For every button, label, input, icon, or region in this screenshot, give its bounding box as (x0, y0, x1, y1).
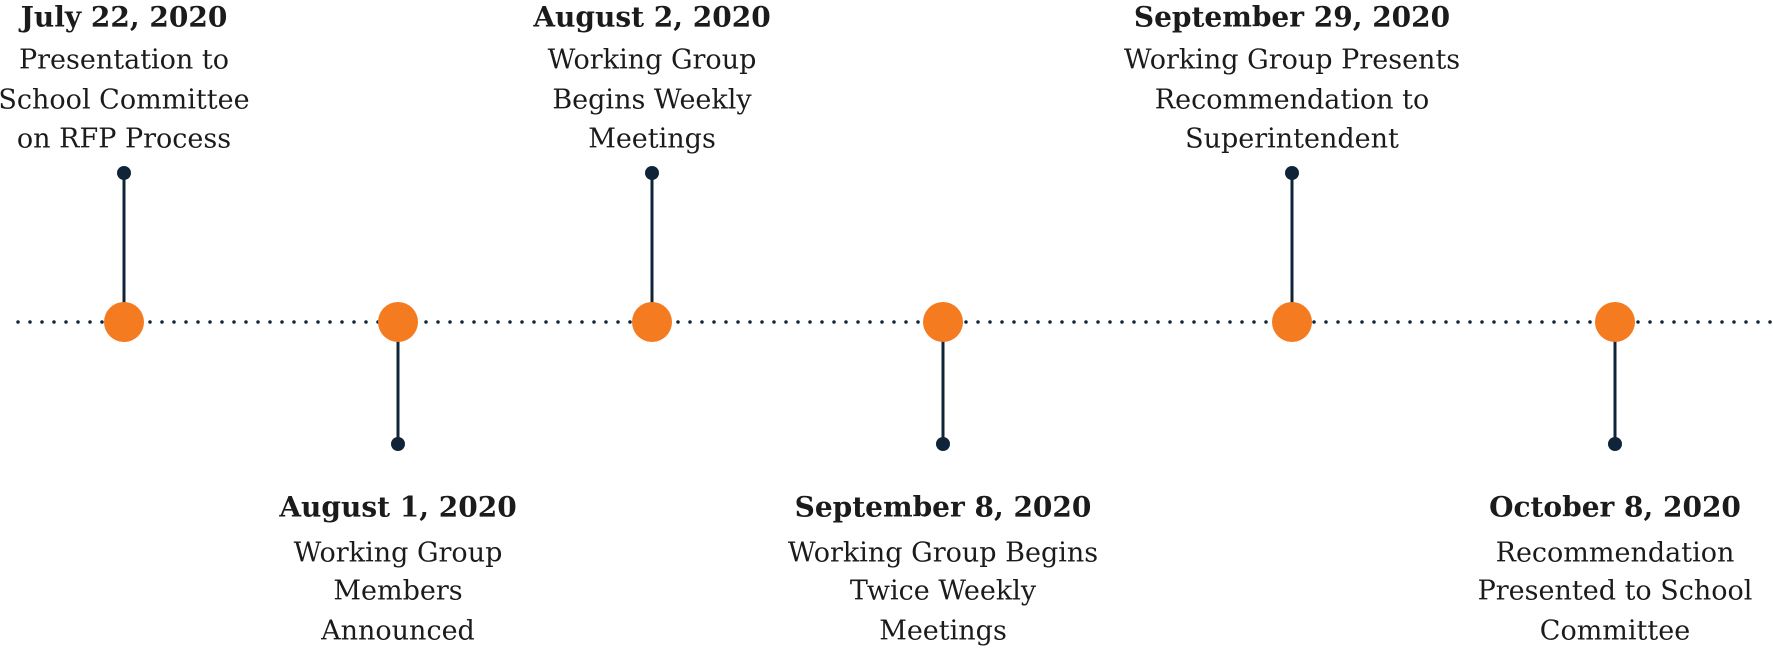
timeline-event: August 1, 2020 Working Group Members Announ… (278, 302, 517, 647)
event-description: Working Group Presents (1124, 45, 1460, 76)
event-description: Working Group (548, 45, 757, 76)
event-description: Meetings (588, 124, 716, 155)
event-description: Committee (1540, 616, 1690, 647)
event-description: Working Group Begins (788, 538, 1098, 569)
event-date: August 1, 2020 (278, 491, 516, 524)
event-end-dot (117, 166, 131, 180)
event-end-dot (645, 166, 659, 180)
timeline-event: July 22, 2020 Presentation to School Commi… (0, 1, 250, 342)
event-end-dot (391, 437, 405, 451)
event-end-dot (1285, 166, 1299, 180)
event-description: Working Group (294, 538, 503, 569)
event-description: Presented to School (1478, 576, 1753, 607)
timeline-event: September 29, 2020 Working Group Presents… (1124, 1, 1460, 342)
event-date: July 22, 2020 (18, 1, 228, 34)
event-description: Superintendent (1185, 124, 1399, 155)
event-date: August 2, 2020 (532, 1, 770, 34)
event-marker (104, 302, 144, 342)
event-description: on RFP Process (17, 124, 231, 155)
event-date: September 8, 2020 (795, 491, 1092, 524)
event-end-dot (1608, 437, 1622, 451)
event-description: Recommendation to (1155, 85, 1429, 116)
event-description: School Committee (0, 85, 250, 116)
event-marker (378, 302, 418, 342)
timeline-event: September 8, 2020 Working Group Begins Twi… (788, 302, 1098, 647)
event-marker (923, 302, 963, 342)
event-date: September 29, 2020 (1134, 1, 1450, 34)
event-marker (1272, 302, 1312, 342)
event-marker (632, 302, 672, 342)
timeline-event: August 2, 2020 Working Group Begins Weekly… (532, 1, 771, 342)
event-description: Meetings (879, 616, 1007, 647)
event-description: Recommendation (1496, 538, 1735, 569)
event-description: Announced (320, 616, 475, 647)
event-marker (1595, 302, 1635, 342)
event-date: October 8, 2020 (1489, 491, 1741, 524)
event-description: Begins Weekly (552, 85, 752, 116)
event-description: Presentation to (19, 45, 229, 76)
timeline-event: October 8, 2020 Recommendation Presented t… (1478, 302, 1753, 647)
event-description: Members (333, 576, 462, 607)
event-end-dot (936, 437, 950, 451)
event-description: Twice Weekly (850, 576, 1037, 607)
